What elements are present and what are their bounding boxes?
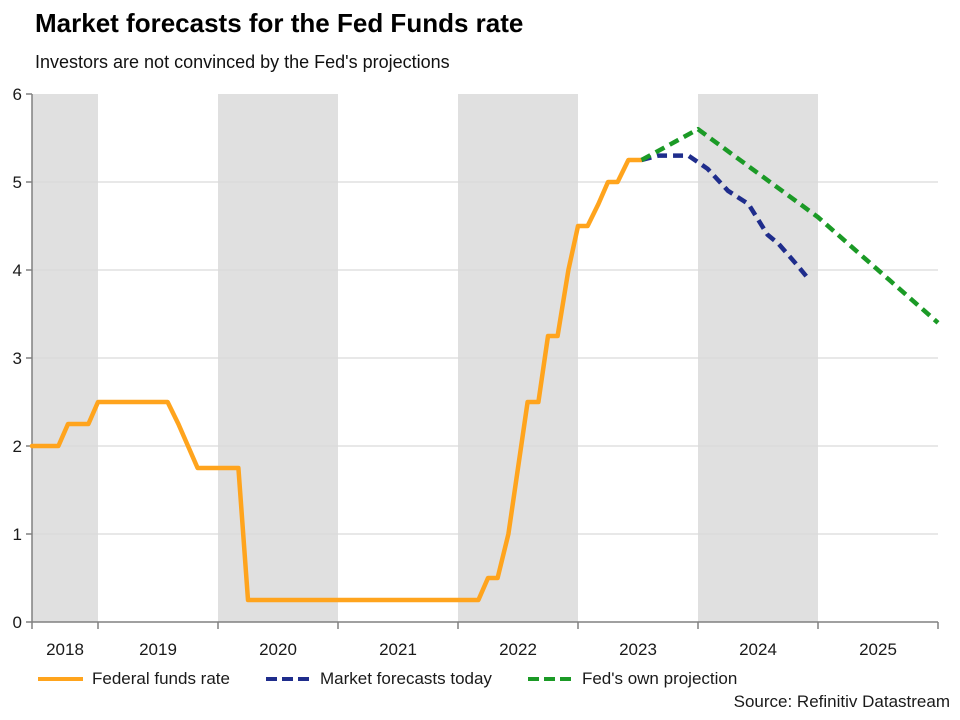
svg-text:2024: 2024 <box>739 640 777 659</box>
svg-text:2025: 2025 <box>859 640 897 659</box>
legend-swatch-fed-projection <box>527 677 573 681</box>
svg-text:2020: 2020 <box>259 640 297 659</box>
svg-text:3: 3 <box>13 349 22 368</box>
svg-text:2022: 2022 <box>499 640 537 659</box>
svg-text:2019: 2019 <box>139 640 177 659</box>
svg-text:2023: 2023 <box>619 640 657 659</box>
legend-item-market-forecasts: Market forecasts today <box>265 669 492 689</box>
legend-label-market-forecasts: Market forecasts today <box>319 669 492 688</box>
chart-subtitle: Investors are not convinced by the Fed's… <box>35 52 450 72</box>
svg-text:6: 6 <box>13 85 22 104</box>
legend-swatch-federal-funds-rate <box>38 677 83 681</box>
legend-swatch-market-forecasts <box>265 677 311 681</box>
legend-item-fed-projection: Fed's own projection <box>527 669 738 689</box>
legend-label-federal-funds-rate: Federal funds rate <box>92 669 230 688</box>
svg-text:1: 1 <box>13 525 22 544</box>
svg-text:4: 4 <box>13 261 22 280</box>
chart-title: Market forecasts for the Fed Funds rate <box>35 8 524 38</box>
source-credit: Source: Refinitiv Datastream <box>733 692 950 711</box>
svg-text:2021: 2021 <box>379 640 417 659</box>
legend-label-fed-projection: Fed's own projection <box>581 669 738 688</box>
legend-item-federal-funds-rate: Federal funds rate <box>38 669 230 689</box>
svg-text:0: 0 <box>13 613 22 632</box>
svg-text:2018: 2018 <box>46 640 84 659</box>
svg-text:5: 5 <box>13 173 22 192</box>
legend: Federal funds rate Market forecasts toda… <box>38 669 773 689</box>
svg-text:2: 2 <box>13 437 22 456</box>
